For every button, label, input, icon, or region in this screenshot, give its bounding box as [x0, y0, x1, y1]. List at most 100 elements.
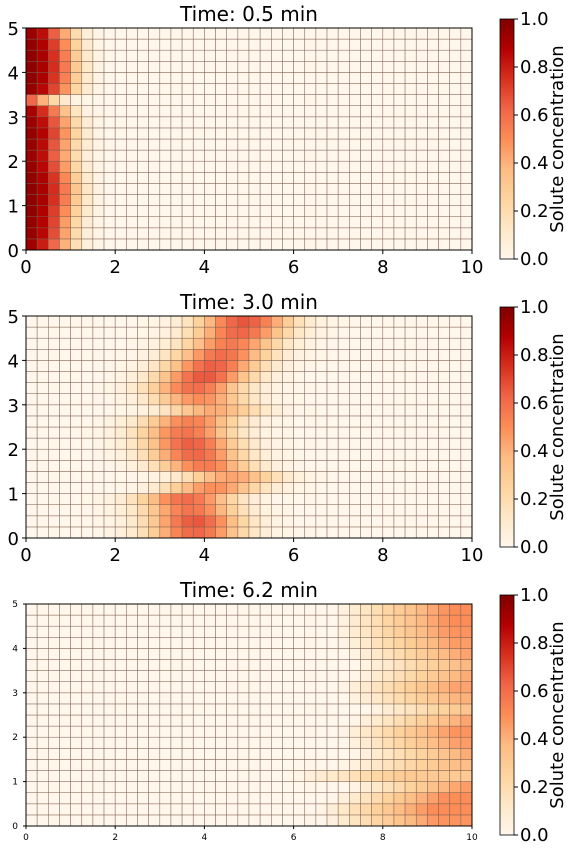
heatmap-cell — [438, 83, 450, 95]
heatmap-cell — [36, 448, 49, 461]
heatmap-cell — [126, 404, 138, 417]
heatmap-cell — [70, 60, 83, 73]
heatmap-cell — [70, 625, 83, 638]
heatmap-cell — [360, 172, 372, 184]
heatmap-cell — [181, 692, 194, 705]
heatmap-cell — [304, 437, 317, 450]
heatmap-cell — [192, 404, 205, 417]
heatmap-cell — [126, 459, 138, 472]
heatmap-cell — [360, 205, 372, 218]
heatmap-cell — [92, 659, 105, 671]
heatmap-cell — [282, 94, 294, 106]
heatmap-cell — [103, 792, 116, 805]
heatmap-cell — [181, 393, 194, 406]
heatmap-cell — [304, 526, 317, 539]
heatmap-cell — [47, 448, 60, 461]
heatmap-cell — [204, 692, 216, 705]
heatmap-cell — [114, 659, 127, 671]
heatmap-cell — [438, 149, 450, 162]
heatmap-cell — [360, 493, 372, 506]
heatmap-cell — [404, 692, 417, 705]
heatmap-cell — [36, 238, 49, 251]
heatmap-cell — [315, 337, 328, 350]
heatmap-cell — [349, 770, 361, 782]
heatmap-cell — [248, 83, 261, 95]
heatmap-cell — [382, 648, 395, 660]
heatmap-cell — [393, 415, 406, 428]
plot-frame — [25, 603, 473, 827]
heatmap-cell — [304, 27, 317, 40]
heatmap-cell — [304, 94, 317, 106]
heatmap-cell — [204, 60, 216, 73]
heatmap-cell — [47, 38, 60, 51]
heatmap-cell — [382, 337, 395, 350]
heatmap-cell — [349, 736, 361, 749]
heatmap-cell — [360, 471, 372, 483]
heatmap-cell — [393, 814, 406, 827]
heatmap-cell — [92, 703, 105, 716]
heatmap-cell — [449, 227, 462, 240]
heatmap-cell — [103, 448, 116, 461]
heatmap-cell — [114, 194, 127, 206]
heatmap-cell — [337, 149, 350, 162]
heatmap-cell — [215, 94, 228, 106]
heatmap-cell — [36, 94, 49, 106]
heatmap-cell — [170, 60, 183, 73]
heatmap-cell — [47, 183, 60, 195]
heatmap-cell — [237, 94, 250, 106]
heatmap-cell — [137, 116, 149, 129]
colorbar-label: Solute concentration — [547, 45, 568, 232]
colorbar-label: Solute concentration — [547, 621, 568, 808]
heatmap-cell — [326, 27, 339, 40]
heatmap-cell — [215, 326, 228, 339]
heatmap-cell — [293, 60, 306, 73]
heatmap-cell — [393, 459, 406, 472]
y-tick-label: 2 — [8, 152, 19, 173]
heatmap-cell — [293, 803, 306, 816]
heatmap-cell — [248, 315, 261, 328]
heatmap-cell — [382, 326, 395, 339]
heatmap-cell — [270, 404, 283, 417]
heatmap-cell — [114, 482, 127, 494]
heatmap-cell — [36, 459, 49, 472]
heatmap-cell — [181, 448, 194, 461]
heatmap-cell — [204, 160, 216, 173]
heatmap-cell — [248, 448, 261, 461]
heatmap-cell — [282, 49, 294, 62]
heatmap-cell — [293, 670, 306, 682]
heatmap-cell — [204, 759, 216, 771]
heatmap-cell — [393, 515, 406, 528]
heatmap-cell — [159, 194, 172, 206]
heatmap-cell — [47, 116, 60, 129]
heatmap-cell — [337, 603, 350, 616]
heatmap-cell — [204, 83, 216, 95]
heatmap-cell — [349, 404, 361, 417]
heatmap-cell — [404, 194, 417, 206]
heatmap-cell — [393, 426, 406, 439]
heatmap-cell — [92, 603, 105, 616]
heatmap-cell — [126, 315, 138, 328]
heatmap-cell — [47, 681, 60, 694]
heatmap-cell — [304, 636, 317, 649]
heatmap-cell — [81, 714, 94, 727]
heatmap-cell — [114, 781, 127, 793]
heatmap-cell — [349, 326, 361, 339]
heatmap-cell — [126, 681, 138, 694]
heatmap-cell — [92, 770, 105, 782]
heatmap-cell — [248, 659, 261, 671]
heatmap-cell — [371, 670, 384, 682]
heatmap-cell — [326, 116, 339, 129]
heatmap-cell — [70, 482, 83, 494]
heatmap-cell — [81, 49, 94, 62]
heatmap-cell — [371, 736, 384, 749]
heatmap-cell — [449, 692, 462, 705]
heatmap-cell — [103, 183, 116, 195]
heatmap-cell — [137, 105, 149, 118]
heatmap-cell — [59, 736, 71, 749]
heatmap-cell — [282, 393, 294, 406]
heatmap-cell — [92, 172, 105, 184]
heatmap-cell — [126, 227, 138, 240]
heatmap-cell — [81, 326, 94, 339]
heatmap-cell — [371, 160, 384, 173]
heatmap-cell — [126, 747, 138, 760]
